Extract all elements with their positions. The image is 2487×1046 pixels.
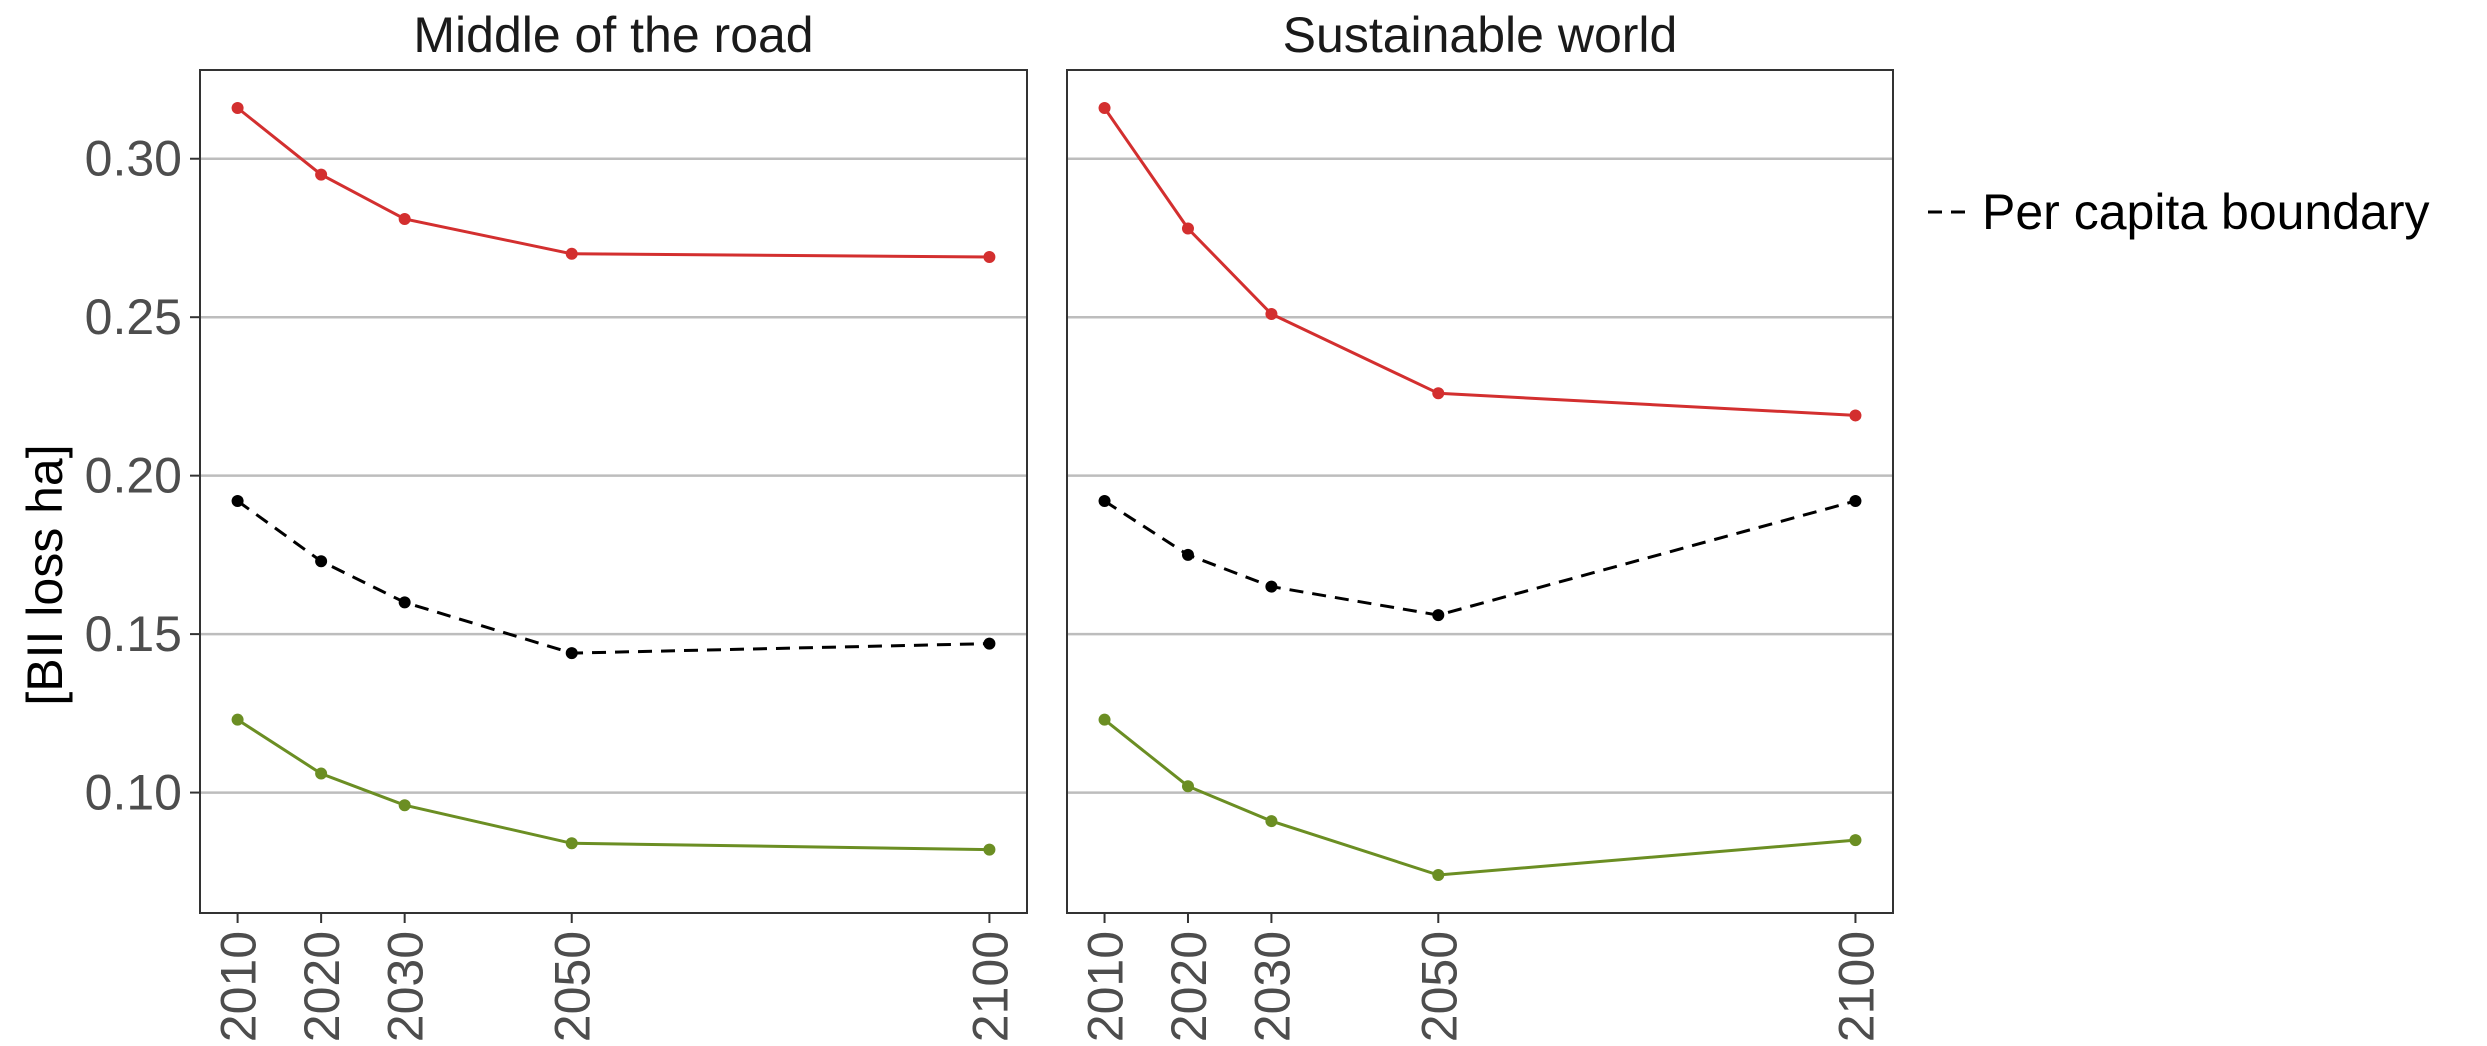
data-point <box>1265 308 1278 321</box>
data-point <box>1849 495 1862 508</box>
series-line <box>236 499 990 655</box>
panel-border <box>199 69 1028 914</box>
data-point <box>983 843 996 856</box>
panel-1: Middle of the road 0.10 0.15 0.20 0.25 0.30 20… <box>85 7 1028 1042</box>
x-tick-label: 2030 <box>378 931 434 1042</box>
data-point <box>565 837 578 850</box>
data-point <box>1265 580 1278 593</box>
data-point <box>1432 868 1445 881</box>
y-tick-label: 0.25 <box>85 289 182 345</box>
data-point <box>398 799 411 812</box>
y-tick-label: 0.20 <box>85 448 182 504</box>
data-point <box>1098 495 1111 508</box>
series-line <box>1103 718 1856 877</box>
data-point <box>1098 102 1111 115</box>
series-line <box>1103 107 1856 417</box>
data-point <box>231 102 244 115</box>
panel-2: Sustainable world 2010 2020 2030 2050 2100 <box>1066 7 1894 1042</box>
x-tick-label: 2020 <box>1161 931 1217 1042</box>
data-point <box>1181 222 1194 235</box>
data-point <box>1432 387 1445 400</box>
data-point <box>565 647 578 660</box>
facet-panels: Middle of the road 0.10 0.15 0.20 0.25 0.30 20… <box>85 7 1894 1042</box>
data-point <box>231 713 244 726</box>
data-point <box>315 767 328 780</box>
data-point <box>983 250 996 263</box>
x-tick-label: 2100 <box>962 931 1018 1042</box>
y-axis-label: [BII loss ha] <box>17 444 73 705</box>
data-point <box>1098 713 1111 726</box>
data-point <box>1181 780 1194 793</box>
panel-title: Middle of the road <box>413 7 813 63</box>
data-point <box>315 555 328 568</box>
x-tick-label: 2100 <box>1828 931 1884 1042</box>
series-line <box>236 718 990 852</box>
data-point <box>315 168 328 181</box>
data-point <box>1432 609 1445 622</box>
legend: Per capita boundary <box>1928 184 2430 240</box>
x-tick-label: 2010 <box>1078 931 1134 1042</box>
x-tick-label: 2050 <box>1411 931 1467 1042</box>
panel-title: Sustainable world <box>1283 7 1678 63</box>
legend-label: Per capita boundary <box>1982 184 2430 240</box>
y-tick-label: 0.10 <box>85 765 182 821</box>
data-point <box>398 596 411 609</box>
data-point <box>983 637 996 650</box>
series-line <box>236 106 990 259</box>
data-point <box>1181 548 1194 561</box>
data-point <box>1265 815 1278 828</box>
data-point <box>565 247 578 260</box>
data-point <box>398 212 411 225</box>
series-line <box>1103 499 1856 617</box>
x-tick-label: 2010 <box>211 931 267 1042</box>
x-tick-label: 2020 <box>294 931 350 1042</box>
data-point <box>231 495 244 508</box>
y-tick-label: 0.15 <box>85 606 182 662</box>
x-tick-label: 2030 <box>1244 931 1300 1042</box>
x-tick-label: 2050 <box>545 931 601 1042</box>
data-point <box>1849 409 1862 422</box>
panel-border <box>1066 69 1894 914</box>
data-point <box>1849 834 1862 847</box>
y-tick-label: 0.30 <box>85 131 182 187</box>
